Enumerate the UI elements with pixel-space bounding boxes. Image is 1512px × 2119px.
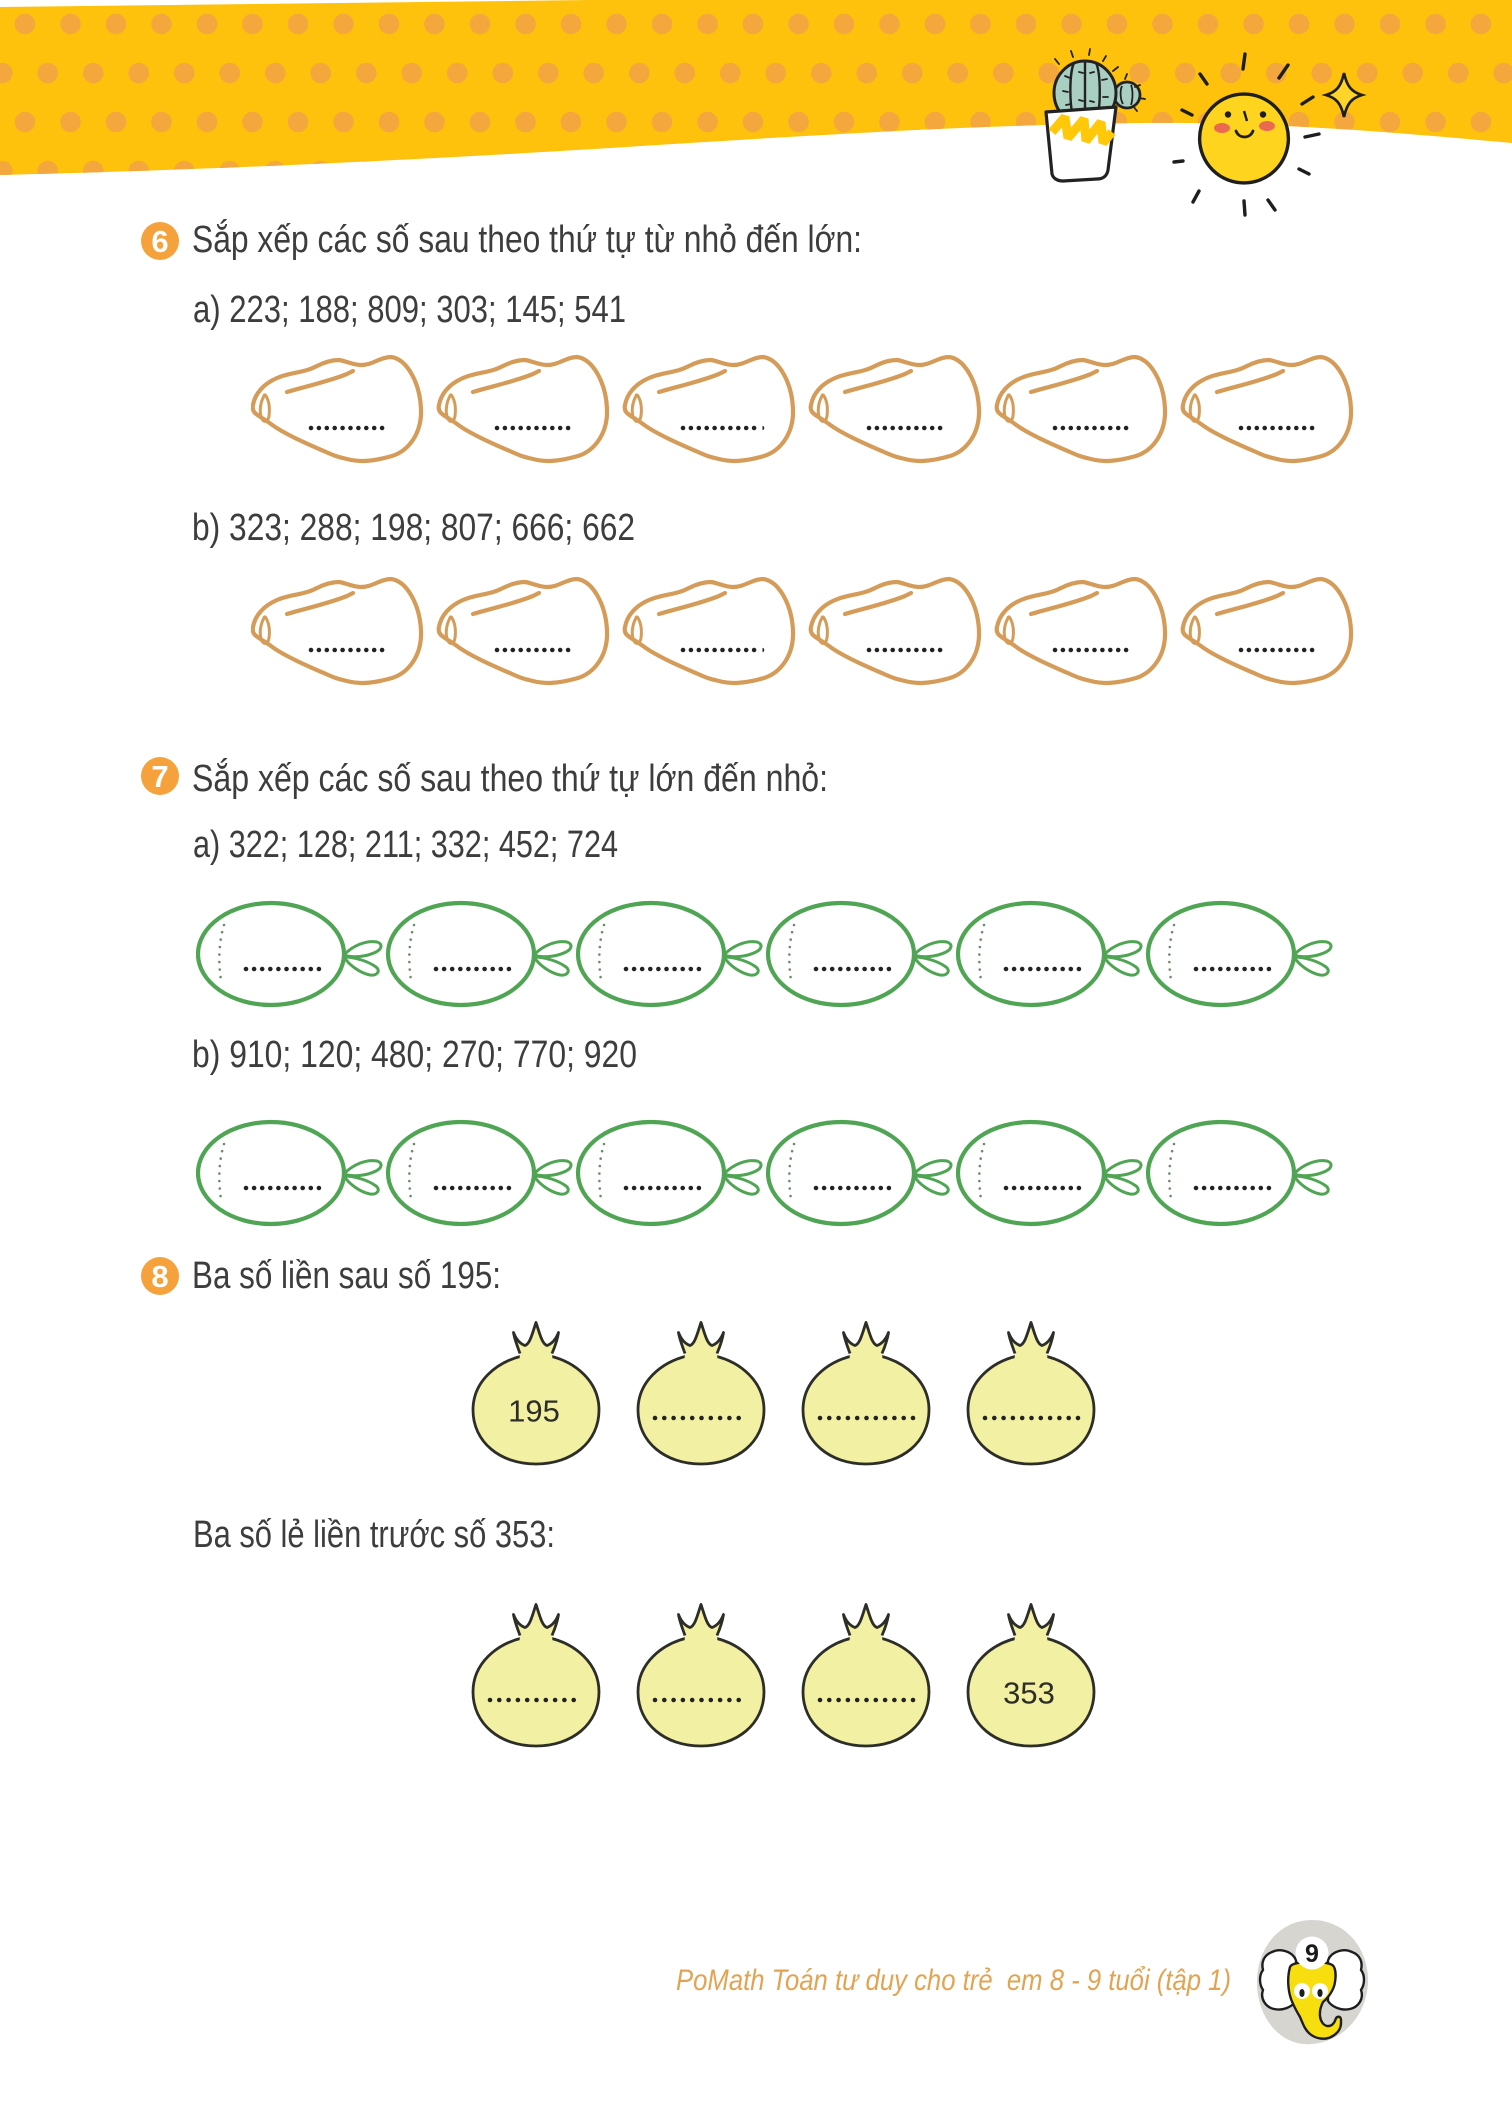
svg-text:195: 195 xyxy=(508,1394,560,1429)
svg-text:9: 9 xyxy=(1305,1940,1319,1968)
svg-text:353: 353 xyxy=(1003,1676,1055,1711)
